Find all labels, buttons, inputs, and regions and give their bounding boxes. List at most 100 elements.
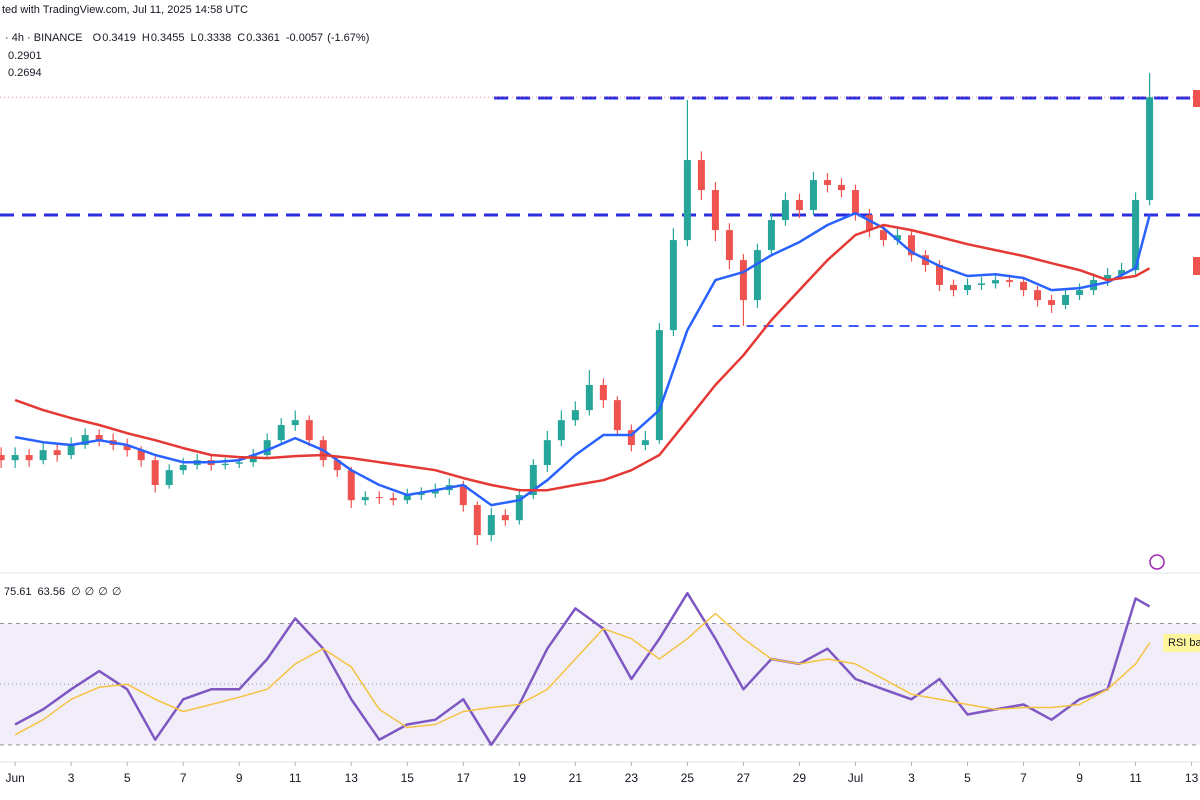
levels xyxy=(0,96,1200,328)
candle-body xyxy=(767,220,775,251)
candle-body xyxy=(683,160,691,241)
legend-text: ∅ xyxy=(112,586,122,598)
x-tick-label: 27 xyxy=(737,771,751,785)
moving-averages xyxy=(14,211,1151,507)
candle-body xyxy=(557,420,565,441)
candle-body xyxy=(305,420,313,441)
price-badge xyxy=(1193,90,1200,107)
candle-body xyxy=(641,440,649,446)
x-tick-label: 7 xyxy=(1020,771,1027,785)
candle-body xyxy=(25,455,33,461)
legend-text: 63.56 xyxy=(38,586,66,598)
candle-body xyxy=(81,435,89,446)
candle-body xyxy=(950,284,958,291)
candle-body xyxy=(795,200,803,211)
candle-body xyxy=(879,230,887,241)
candle-body xyxy=(263,440,271,456)
candle-body xyxy=(39,450,47,461)
candle-body xyxy=(1104,274,1112,281)
x-tick-label: 13 xyxy=(1185,771,1199,785)
x-tick-label: 23 xyxy=(625,771,639,785)
candle-body xyxy=(907,235,915,256)
candle-body xyxy=(992,280,1000,284)
candle-body xyxy=(978,283,986,285)
candle-body xyxy=(627,430,635,446)
legend-text: L xyxy=(190,32,196,44)
candle-body xyxy=(501,515,509,521)
candle-body xyxy=(165,470,173,486)
x-tick-label: 19 xyxy=(513,771,527,785)
legend-text: 0.3419 xyxy=(102,32,136,44)
candle-body xyxy=(179,465,187,471)
rsi-ma-line xyxy=(14,612,1151,736)
ma-value: 0.2694 xyxy=(8,67,42,79)
alert-icon[interactable] xyxy=(1149,554,1165,570)
candle-body xyxy=(291,420,299,426)
candle-body xyxy=(781,200,789,221)
candle-body xyxy=(473,505,481,536)
candle-body xyxy=(1118,270,1126,275)
candle-body xyxy=(725,230,733,261)
x-tick-label: 7 xyxy=(180,771,187,785)
rsi-background xyxy=(0,623,1200,746)
legend-text: ∅ xyxy=(71,586,81,598)
x-tick-label: 5 xyxy=(964,771,971,785)
candle-body xyxy=(809,180,817,211)
legend-text: 0.3338 xyxy=(198,32,232,44)
x-tick-label: 15 xyxy=(401,771,415,785)
candle-body xyxy=(0,455,5,461)
candle-body xyxy=(1034,290,1042,301)
legend-text: 0.3455 xyxy=(151,32,185,44)
candle-body xyxy=(235,462,243,464)
rsi-badge: RSI ba xyxy=(1168,637,1200,649)
x-tick-label: Jun xyxy=(5,771,24,785)
candle-body xyxy=(487,515,495,536)
candle-body xyxy=(277,425,285,441)
price-badge xyxy=(1193,257,1200,275)
x-tick-label: 3 xyxy=(908,771,915,785)
candle-body xyxy=(599,385,607,401)
candle-body xyxy=(571,410,579,421)
x-tick-label: 3 xyxy=(68,771,75,785)
candle-body xyxy=(347,470,355,501)
x-tick-label: 13 xyxy=(345,771,359,785)
candle-body xyxy=(1006,280,1014,282)
candle-body xyxy=(375,497,383,499)
candle-body xyxy=(417,493,425,496)
legend-text: O xyxy=(93,32,102,44)
candle-body xyxy=(739,260,747,301)
legend-text: 0.3361 xyxy=(246,32,280,44)
moving-average-line xyxy=(14,211,1151,507)
legend-text: -0.0057 xyxy=(286,32,323,44)
x-tick-label: 5 xyxy=(124,771,131,785)
candle-body xyxy=(403,495,411,501)
candle-body xyxy=(711,190,719,231)
candle-body xyxy=(613,400,621,431)
legend-text: · 4h · BINANCE xyxy=(5,32,83,44)
x-tick-label: 29 xyxy=(793,771,807,785)
x-tick-label: 9 xyxy=(236,771,243,785)
candle-body xyxy=(1020,281,1028,291)
candle-body xyxy=(935,264,943,285)
rsi-line xyxy=(14,591,1151,747)
legend-text: ∅ xyxy=(98,586,108,598)
candle-body xyxy=(893,235,901,241)
legend-text: H xyxy=(142,32,150,44)
candle-body xyxy=(221,463,229,466)
candle-body xyxy=(515,495,523,521)
candle-body xyxy=(697,160,705,191)
legend-text: (-1.67%) xyxy=(327,32,369,44)
candle-body xyxy=(95,435,103,441)
x-tick-label: Jul xyxy=(848,771,863,785)
rsi xyxy=(14,591,1151,747)
candle-body xyxy=(1048,300,1056,305)
candle-body xyxy=(1062,294,1070,305)
legend-text: ∅ xyxy=(85,586,95,598)
legend-text: 75.61 xyxy=(4,586,32,598)
candle-body xyxy=(53,450,61,456)
x-tick-label: 11 xyxy=(1129,771,1142,785)
candle-body xyxy=(837,184,845,191)
x-tick-label: 17 xyxy=(457,771,471,785)
candle-body xyxy=(823,180,831,185)
